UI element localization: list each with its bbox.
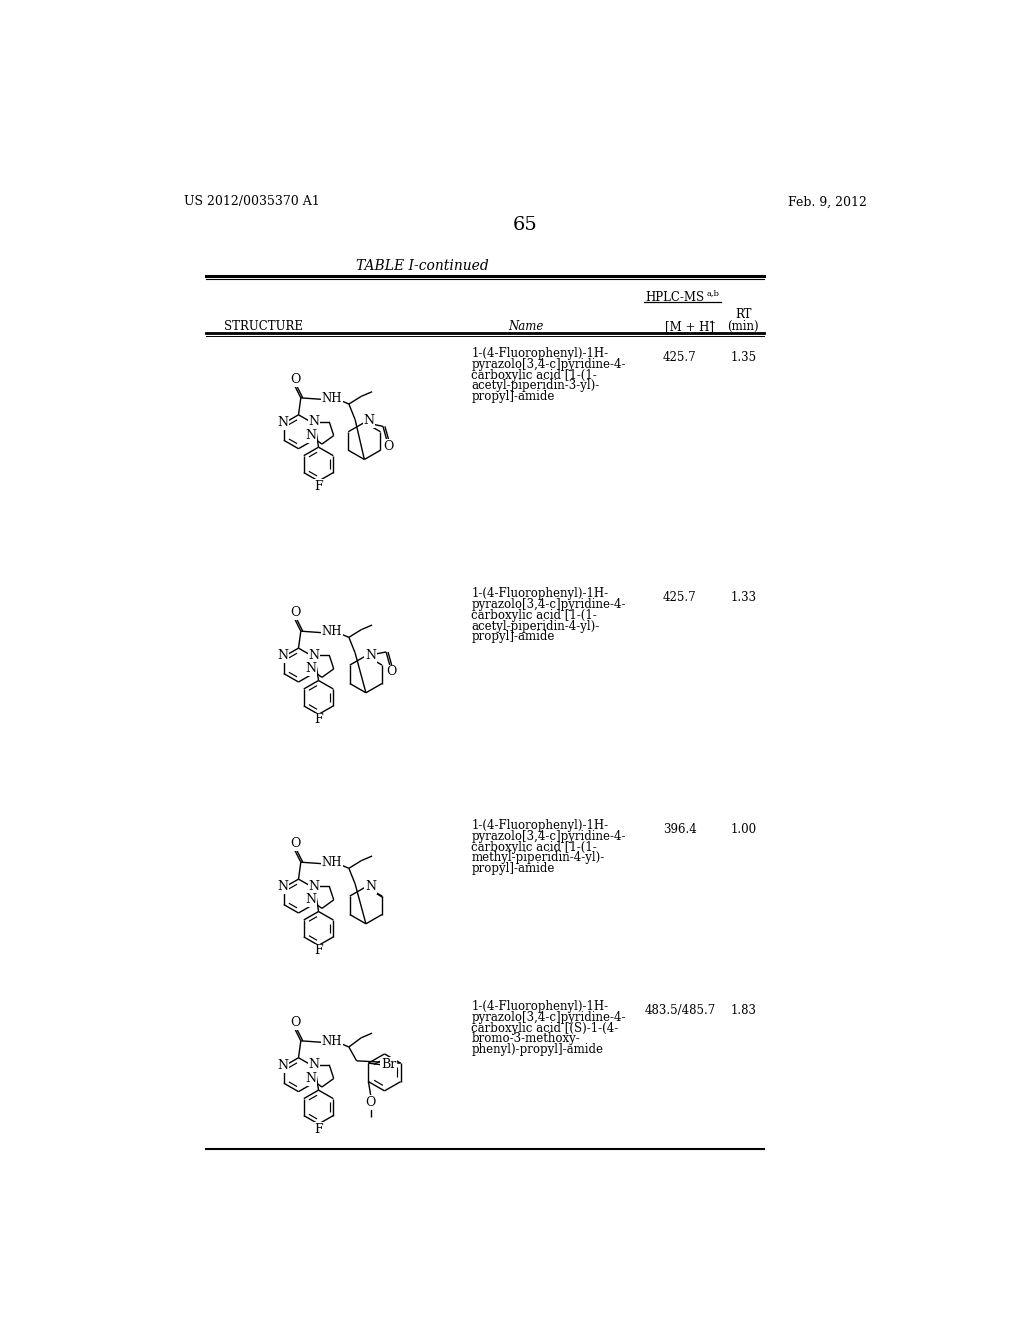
Text: pyrazolo[3,4-c]pyridine-4-: pyrazolo[3,4-c]pyridine-4- xyxy=(471,1011,626,1024)
Text: TABLE I-continued: TABLE I-continued xyxy=(356,259,488,272)
Text: carboxylic acid [1-(1-: carboxylic acid [1-(1- xyxy=(471,368,597,381)
Text: 483.5/485.7: 483.5/485.7 xyxy=(644,1003,716,1016)
Text: N: N xyxy=(308,416,319,428)
Text: N: N xyxy=(366,649,376,663)
Text: pyrazolo[3,4-c]pyridine-4-: pyrazolo[3,4-c]pyridine-4- xyxy=(471,358,626,371)
Text: O: O xyxy=(290,837,301,850)
Text: methyl-piperidin-4-yl)-: methyl-piperidin-4-yl)- xyxy=(471,851,604,865)
Text: (min): (min) xyxy=(727,321,759,333)
Text: 1-(4-Fluorophenyl)-1H-: 1-(4-Fluorophenyl)-1H- xyxy=(471,587,608,601)
Text: pyrazolo[3,4-c]pyridine-4-: pyrazolo[3,4-c]pyridine-4- xyxy=(471,598,626,611)
Text: 1.83: 1.83 xyxy=(730,1003,757,1016)
Text: 425.7: 425.7 xyxy=(663,351,696,364)
Text: 1.00: 1.00 xyxy=(730,822,757,836)
Text: US 2012/0035370 A1: US 2012/0035370 A1 xyxy=(183,195,319,209)
Text: acetyl-piperidin-4-yl)-: acetyl-piperidin-4-yl)- xyxy=(471,619,600,632)
Text: O: O xyxy=(290,372,301,385)
Text: N: N xyxy=(308,648,319,661)
Text: phenyl)-propyl]-amide: phenyl)-propyl]-amide xyxy=(471,1043,603,1056)
Text: STRUCTURE: STRUCTURE xyxy=(224,321,303,333)
Text: O: O xyxy=(366,1096,376,1109)
Text: HPLC-MS: HPLC-MS xyxy=(646,290,705,304)
Text: +: + xyxy=(708,318,715,326)
Text: NH: NH xyxy=(322,1035,342,1048)
Text: carboxylic acid [1-(1-: carboxylic acid [1-(1- xyxy=(471,609,597,622)
Text: F: F xyxy=(314,1123,323,1137)
Text: 1-(4-Fluorophenyl)-1H-: 1-(4-Fluorophenyl)-1H- xyxy=(471,347,608,360)
Text: 1-(4-Fluorophenyl)-1H-: 1-(4-Fluorophenyl)-1H- xyxy=(471,818,608,832)
Text: F: F xyxy=(314,944,323,957)
Text: N: N xyxy=(364,414,375,428)
Text: NH: NH xyxy=(322,392,342,405)
Text: propyl]-amide: propyl]-amide xyxy=(471,631,555,643)
Text: NH: NH xyxy=(322,626,342,639)
Text: pyrazolo[3,4-c]pyridine-4-: pyrazolo[3,4-c]pyridine-4- xyxy=(471,830,626,843)
Text: N: N xyxy=(305,1072,316,1085)
Text: a,b: a,b xyxy=(707,289,719,297)
Text: N: N xyxy=(278,416,289,429)
Text: N: N xyxy=(305,663,316,676)
Text: N: N xyxy=(308,1059,319,1072)
Text: 65: 65 xyxy=(512,216,538,234)
Text: carboxylic acid [(S)-1-(4-: carboxylic acid [(S)-1-(4- xyxy=(471,1022,618,1035)
Text: NH: NH xyxy=(322,857,342,870)
Text: RT: RT xyxy=(735,308,752,321)
Text: O: O xyxy=(290,1016,301,1028)
Text: O: O xyxy=(383,440,393,453)
Text: O: O xyxy=(290,606,301,619)
Text: N: N xyxy=(305,894,316,907)
Text: N: N xyxy=(278,880,289,894)
Text: 425.7: 425.7 xyxy=(663,591,696,605)
Text: N: N xyxy=(278,649,289,663)
Text: N: N xyxy=(278,1059,289,1072)
Text: [M + H]: [M + H] xyxy=(665,321,714,333)
Text: F: F xyxy=(314,713,323,726)
Text: O: O xyxy=(386,665,396,678)
Text: Feb. 9, 2012: Feb. 9, 2012 xyxy=(788,195,867,209)
Text: Br: Br xyxy=(381,1059,396,1072)
Text: Name: Name xyxy=(508,321,543,333)
Text: N: N xyxy=(366,880,376,894)
Text: 1-(4-Fluorophenyl)-1H-: 1-(4-Fluorophenyl)-1H- xyxy=(471,1001,608,1012)
Text: N: N xyxy=(308,879,319,892)
Text: F: F xyxy=(314,480,323,492)
Text: 1.35: 1.35 xyxy=(730,351,757,364)
Text: carboxylic acid [1-(1-: carboxylic acid [1-(1- xyxy=(471,841,597,854)
Text: bromo-3-methoxy-: bromo-3-methoxy- xyxy=(471,1032,580,1045)
Text: propyl]-amide: propyl]-amide xyxy=(471,391,555,403)
Text: acetyl-piperidin-3-yl)-: acetyl-piperidin-3-yl)- xyxy=(471,379,600,392)
Text: N: N xyxy=(305,429,316,442)
Text: 396.4: 396.4 xyxy=(663,822,696,836)
Text: propyl]-amide: propyl]-amide xyxy=(471,862,555,875)
Text: 1.33: 1.33 xyxy=(730,591,757,605)
